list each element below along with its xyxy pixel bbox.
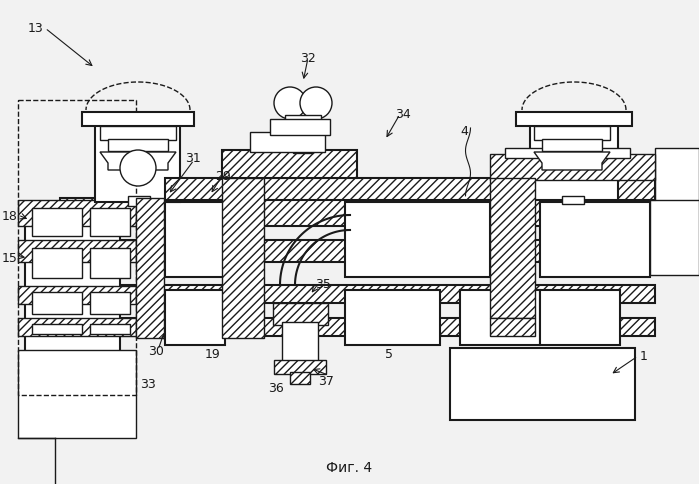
Polygon shape — [100, 152, 176, 170]
Bar — [32, 292, 82, 314]
Bar — [270, 119, 330, 135]
Bar — [136, 198, 164, 338]
Text: 19: 19 — [205, 348, 221, 361]
Bar — [345, 290, 440, 345]
Polygon shape — [534, 152, 610, 170]
Bar — [274, 360, 326, 374]
Bar — [345, 202, 490, 277]
Bar — [32, 208, 82, 236]
Text: 5: 5 — [385, 348, 393, 361]
Bar — [273, 303, 328, 325]
Text: 36: 36 — [268, 382, 284, 395]
Bar — [18, 100, 136, 395]
Text: 32: 32 — [300, 52, 316, 65]
Bar — [18, 286, 136, 304]
Text: 1: 1 — [640, 350, 648, 363]
Text: 29: 29 — [215, 170, 231, 183]
Bar — [60, 240, 655, 262]
Bar — [165, 290, 225, 345]
Bar — [540, 290, 620, 345]
Circle shape — [120, 150, 156, 186]
Bar — [490, 154, 655, 180]
Bar — [18, 240, 136, 262]
Bar — [165, 178, 655, 200]
Bar — [534, 126, 610, 140]
Text: 35: 35 — [315, 278, 331, 291]
Text: Фиг. 4: Фиг. 4 — [326, 461, 372, 475]
Bar — [450, 348, 635, 420]
Circle shape — [274, 87, 306, 119]
Bar — [108, 139, 168, 151]
Bar — [60, 285, 655, 303]
Bar — [82, 112, 194, 126]
Bar — [222, 150, 357, 178]
Bar — [516, 112, 632, 126]
Bar — [60, 318, 655, 336]
Bar — [542, 139, 602, 151]
Text: 13: 13 — [28, 22, 44, 35]
Bar — [490, 178, 535, 318]
Bar — [222, 178, 264, 338]
Bar — [540, 202, 650, 277]
Bar — [60, 198, 655, 226]
Bar — [282, 322, 318, 364]
Bar — [128, 196, 150, 206]
Bar — [18, 318, 136, 336]
Text: 30: 30 — [148, 345, 164, 358]
Text: 18: 18 — [2, 210, 18, 223]
Bar — [562, 196, 584, 204]
Circle shape — [300, 87, 332, 119]
Bar — [285, 115, 321, 141]
Bar — [655, 148, 699, 208]
Bar — [95, 120, 180, 202]
Bar — [90, 292, 130, 314]
Text: 33: 33 — [140, 378, 156, 391]
Bar — [530, 120, 618, 200]
Bar — [32, 248, 82, 278]
Bar — [293, 139, 313, 153]
Bar — [32, 324, 82, 334]
Text: 4: 4 — [460, 125, 468, 138]
Text: 34: 34 — [395, 108, 411, 121]
Bar — [250, 132, 325, 152]
Bar — [18, 200, 136, 226]
Bar — [90, 324, 130, 334]
Text: 15: 15 — [2, 252, 18, 265]
Bar — [460, 290, 540, 345]
Bar — [90, 248, 130, 278]
Bar — [18, 350, 136, 438]
Text: 31: 31 — [185, 152, 201, 165]
Bar — [290, 372, 310, 384]
Bar — [490, 318, 535, 336]
Bar — [25, 225, 120, 400]
Bar — [100, 126, 176, 140]
Bar — [505, 148, 630, 158]
Bar — [90, 208, 130, 236]
Bar — [650, 200, 699, 275]
Text: 37: 37 — [318, 375, 334, 388]
Bar — [165, 202, 260, 277]
